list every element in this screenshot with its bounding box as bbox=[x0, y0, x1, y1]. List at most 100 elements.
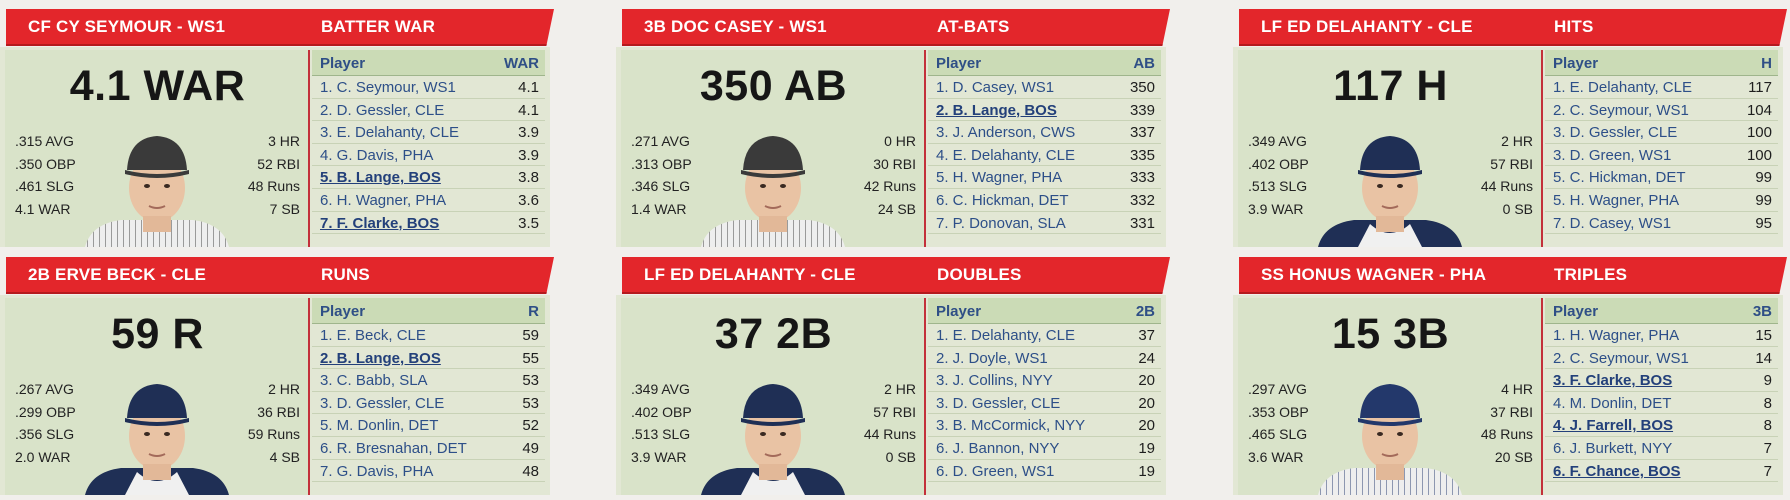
row-player-name[interactable]: 6. R. Bresnahan, DET bbox=[320, 439, 467, 457]
row-player-name[interactable]: 1. C. Seymour, WS1 bbox=[320, 79, 456, 96]
column-header-player[interactable]: Player bbox=[936, 303, 982, 320]
row-player-name[interactable]: 7. G. Davis, PHA bbox=[320, 462, 434, 480]
row-player-name[interactable]: 1. E. Delahanty, CLE bbox=[1553, 79, 1692, 96]
player-name[interactable]: LF ED DELAHANTY - CLE bbox=[644, 265, 856, 284]
column-header-player[interactable]: Player bbox=[1553, 303, 1599, 320]
row-player-name[interactable]: 3. D. Gessler, CLE bbox=[936, 394, 1061, 412]
column-header-stat[interactable]: R bbox=[528, 303, 539, 320]
row-player-name[interactable]: 6. D. Green, WS1 bbox=[936, 462, 1055, 480]
table-row[interactable]: 5. M. Donlin, DET 52 bbox=[312, 414, 545, 437]
player-portrait[interactable] bbox=[697, 120, 849, 247]
table-row[interactable]: 6. H. Wagner, PHA 3.6 bbox=[312, 189, 545, 212]
table-row[interactable]: 3. D. Gessler, CLE 20 bbox=[928, 392, 1161, 415]
row-player-name[interactable]: 3. D. Gessler, CLE bbox=[320, 394, 445, 412]
table-row[interactable]: 1. E. Delahanty, CLE 37 bbox=[928, 324, 1161, 347]
column-header-stat[interactable]: 2B bbox=[1135, 303, 1155, 320]
table-row[interactable]: 4. M. Donlin, DET 8 bbox=[1545, 392, 1778, 415]
table-row[interactable]: 3. D. Green, WS1 100 bbox=[1545, 144, 1778, 167]
row-player-name[interactable]: 5. B. Lange, BOS bbox=[320, 169, 441, 187]
row-player-name[interactable]: 7. D. Casey, WS1 bbox=[1553, 214, 1672, 232]
table-row[interactable]: 2. B. Lange, BOS 339 bbox=[928, 99, 1161, 122]
row-player-name[interactable]: 3. F. Clarke, BOS bbox=[1553, 372, 1673, 390]
column-header-stat[interactable]: AB bbox=[1133, 55, 1155, 72]
column-header-stat[interactable]: 3B bbox=[1752, 303, 1772, 320]
table-row[interactable]: 4. J. Farrell, BOS 8 bbox=[1545, 414, 1778, 437]
table-row[interactable]: 2. J. Doyle, WS1 24 bbox=[928, 347, 1161, 370]
table-row[interactable]: 3. B. McCormick, NYY 20 bbox=[928, 414, 1161, 437]
table-row[interactable]: 6. F. Chance, BOS 7 bbox=[1545, 460, 1778, 483]
table-row[interactable]: 3. C. Babb, SLA 53 bbox=[312, 369, 545, 392]
column-header-stat[interactable]: WAR bbox=[504, 55, 539, 72]
player-portrait[interactable] bbox=[1314, 368, 1466, 495]
row-player-name[interactable]: 3. B. McCormick, NYY bbox=[936, 417, 1086, 435]
row-player-name[interactable]: 4. J. Farrell, BOS bbox=[1553, 417, 1674, 435]
table-row[interactable]: 2. D. Gessler, CLE 4.1 bbox=[312, 99, 545, 122]
row-player-name[interactable]: 2. C. Seymour, WS1 bbox=[1553, 349, 1689, 367]
player-name[interactable]: SS HONUS WAGNER - PHA bbox=[1261, 265, 1487, 284]
table-row[interactable]: 7. D. Casey, WS1 95 bbox=[1545, 212, 1778, 235]
row-player-name[interactable]: 6. J. Burkett, NYY bbox=[1553, 439, 1673, 457]
table-row[interactable]: 3. J. Collins, NYY 20 bbox=[928, 369, 1161, 392]
table-row[interactable]: 5. H. Wagner, PHA 99 bbox=[1545, 189, 1778, 212]
row-player-name[interactable]: 2. D. Gessler, CLE bbox=[320, 101, 445, 119]
table-row[interactable]: 5. H. Wagner, PHA 333 bbox=[928, 166, 1161, 189]
column-header-player[interactable]: Player bbox=[1553, 55, 1599, 72]
row-player-name[interactable]: 3. D. Green, WS1 bbox=[1553, 146, 1672, 164]
row-player-name[interactable]: 7. F. Clarke, BOS bbox=[320, 214, 440, 232]
row-player-name[interactable]: 4. E. Delahanty, CLE bbox=[936, 146, 1075, 164]
table-row[interactable]: 5. B. Lange, BOS 3.8 bbox=[312, 166, 545, 189]
table-row[interactable]: 1. D. Casey, WS1 350 bbox=[928, 76, 1161, 99]
table-row[interactable]: 6. J. Bannon, NYY 19 bbox=[928, 437, 1161, 460]
table-row[interactable]: 2. C. Seymour, WS1 104 bbox=[1545, 99, 1778, 122]
row-player-name[interactable]: 1. E. Delahanty, CLE bbox=[936, 327, 1075, 344]
column-header-player[interactable]: Player bbox=[936, 55, 982, 72]
table-row[interactable]: 1. E. Beck, CLE 59 bbox=[312, 324, 545, 347]
table-row[interactable]: 1. C. Seymour, WS1 4.1 bbox=[312, 76, 545, 99]
table-row[interactable]: 5. C. Hickman, DET 99 bbox=[1545, 166, 1778, 189]
table-row[interactable]: 4. G. Davis, PHA 3.9 bbox=[312, 144, 545, 167]
player-name[interactable]: LF ED DELAHANTY - CLE bbox=[1261, 17, 1473, 36]
table-row[interactable]: 7. F. Clarke, BOS 3.5 bbox=[312, 212, 545, 235]
table-row[interactable]: 1. E. Delahanty, CLE 117 bbox=[1545, 76, 1778, 99]
row-player-name[interactable]: 2. B. Lange, BOS bbox=[936, 101, 1057, 119]
row-player-name[interactable]: 5. H. Wagner, PHA bbox=[1553, 191, 1680, 209]
row-player-name[interactable]: 3. E. Delahanty, CLE bbox=[320, 124, 459, 142]
column-header-player[interactable]: Player bbox=[320, 55, 366, 72]
player-portrait[interactable] bbox=[81, 120, 233, 247]
player-name[interactable]: 3B DOC CASEY - WS1 bbox=[644, 17, 827, 36]
row-player-name[interactable]: 5. H. Wagner, PHA bbox=[936, 169, 1063, 187]
table-row[interactable]: 7. P. Donovan, SLA 331 bbox=[928, 212, 1161, 235]
table-row[interactable]: 6. C. Hickman, DET 332 bbox=[928, 189, 1161, 212]
row-player-name[interactable]: 1. E. Beck, CLE bbox=[320, 327, 426, 344]
player-name[interactable]: CF CY SEYMOUR - WS1 bbox=[28, 17, 226, 36]
player-portrait[interactable] bbox=[81, 368, 233, 495]
table-row[interactable]: 1. H. Wagner, PHA 15 bbox=[1545, 324, 1778, 347]
row-player-name[interactable]: 3. C. Babb, SLA bbox=[320, 372, 428, 390]
row-player-name[interactable]: 2. C. Seymour, WS1 bbox=[1553, 101, 1689, 119]
player-portrait[interactable] bbox=[697, 368, 849, 495]
column-header-stat[interactable]: H bbox=[1761, 55, 1772, 72]
table-row[interactable]: 3. D. Gessler, CLE 53 bbox=[312, 392, 545, 415]
row-player-name[interactable]: 2. B. Lange, BOS bbox=[320, 349, 441, 367]
row-player-name[interactable]: 6. H. Wagner, PHA bbox=[320, 191, 447, 209]
table-row[interactable]: 7. G. Davis, PHA 48 bbox=[312, 460, 545, 483]
row-player-name[interactable]: 4. G. Davis, PHA bbox=[320, 146, 434, 164]
player-name[interactable]: 2B ERVE BECK - CLE bbox=[28, 265, 207, 284]
table-row[interactable]: 3. F. Clarke, BOS 9 bbox=[1545, 369, 1778, 392]
table-row[interactable]: 2. B. Lange, BOS 55 bbox=[312, 347, 545, 370]
row-player-name[interactable]: 5. C. Hickman, DET bbox=[1553, 169, 1686, 187]
table-row[interactable]: 3. J. Anderson, CWS 337 bbox=[928, 121, 1161, 144]
table-row[interactable]: 6. D. Green, WS1 19 bbox=[928, 460, 1161, 483]
row-player-name[interactable]: 1. H. Wagner, PHA bbox=[1553, 327, 1680, 344]
row-player-name[interactable]: 3. J. Anderson, CWS bbox=[936, 124, 1076, 142]
table-row[interactable]: 6. R. Bresnahan, DET 49 bbox=[312, 437, 545, 460]
table-row[interactable]: 4. E. Delahanty, CLE 335 bbox=[928, 144, 1161, 167]
table-row[interactable]: 3. E. Delahanty, CLE 3.9 bbox=[312, 121, 545, 144]
table-row[interactable]: 6. J. Burkett, NYY 7 bbox=[1545, 437, 1778, 460]
row-player-name[interactable]: 3. D. Gessler, CLE bbox=[1553, 124, 1678, 142]
player-portrait[interactable] bbox=[1314, 120, 1466, 247]
row-player-name[interactable]: 1. D. Casey, WS1 bbox=[936, 79, 1055, 96]
table-row[interactable]: 3. D. Gessler, CLE 100 bbox=[1545, 121, 1778, 144]
row-player-name[interactable]: 6. F. Chance, BOS bbox=[1553, 462, 1681, 480]
row-player-name[interactable]: 2. J. Doyle, WS1 bbox=[936, 349, 1048, 367]
